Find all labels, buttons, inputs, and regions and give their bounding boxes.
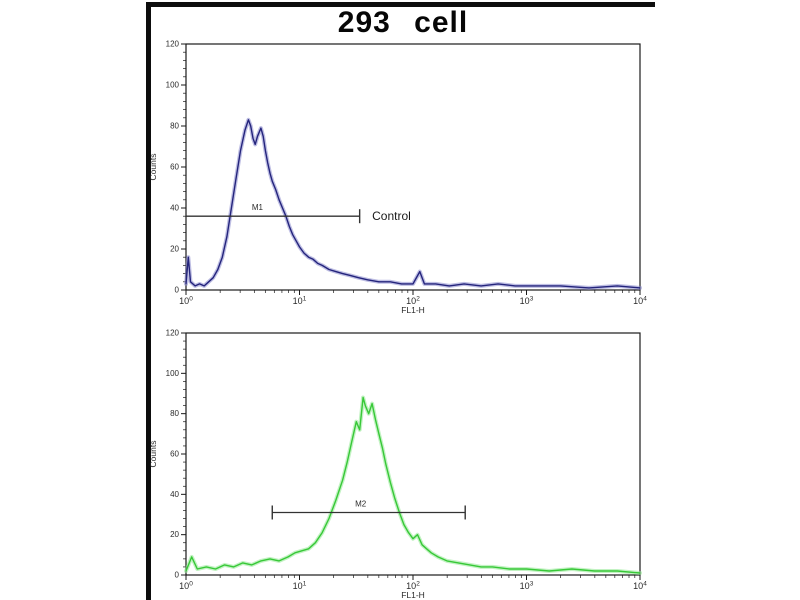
gate-annotation: Control [372,209,411,223]
x-tick-label: 100 [179,296,193,307]
y-tick-label: 100 [166,369,180,378]
y-tick-label: 20 [170,245,179,254]
y-tick-label: 120 [166,40,180,49]
top-histogram-panel: 0 20 40 60 80 100 120 100 101 102 103 104 FL1-H Count… [148,40,647,316]
x-tick-label: 102 [406,581,420,592]
y-tick-label: 60 [170,450,179,459]
y-tick-label: 100 [166,81,180,90]
y-axis-title: Counts [148,441,158,468]
figure-border-top [146,2,655,7]
x-tick-label: 101 [293,296,307,307]
x-axis-title: FL1-H [401,590,425,600]
x-tick-label: 102 [406,296,420,307]
bottom-histogram-curve [185,396,641,574]
y-tick-label: 80 [170,122,179,131]
x-tick-label: 101 [293,581,307,592]
bottom-histogram-panel: 0 20 40 60 80 100 120 100 101 102 103 104 FL1-H Count… [148,329,647,600]
y-tick-label: 20 [170,530,179,539]
top-histogram-curve [185,119,641,289]
y-axis-title: Counts [148,154,158,181]
bottom-histogram-curve-glow [184,395,642,575]
x-tick-label: 103 [520,581,534,592]
x-axis-title: FL1-H [401,305,425,315]
x-tick-label: 103 [520,296,534,307]
y-tick-label: 80 [170,409,179,418]
y-tick-label: 40 [170,490,179,499]
y-tick-label: 0 [175,286,180,295]
figure-title: 293 cell [337,6,469,39]
gate-label: M1 [252,203,264,212]
plot-frame [185,43,641,291]
x-tick-label: 104 [633,296,647,307]
y-tick-label: 40 [170,204,179,213]
figure-border-left [146,2,151,600]
y-tick-label: 0 [175,571,180,580]
gate-label: M2 [355,499,367,508]
x-tick-label: 100 [179,581,193,592]
x-tick-label: 104 [633,581,647,592]
y-tick-label: 120 [166,329,180,338]
y-tick-label: 60 [170,163,179,172]
